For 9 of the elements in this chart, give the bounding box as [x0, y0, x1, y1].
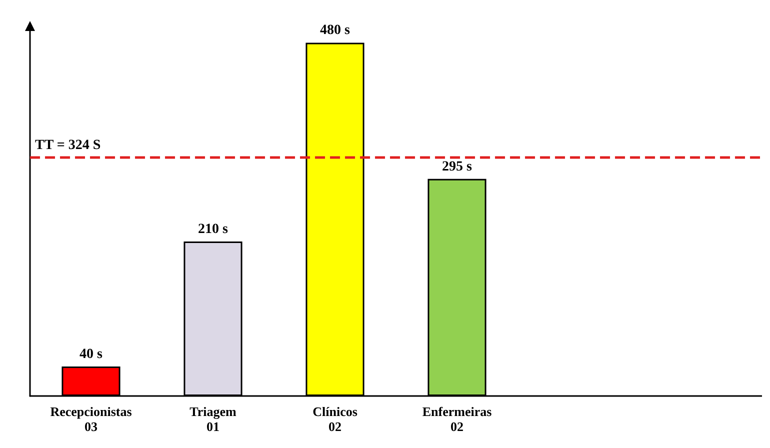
- data-label: 295 s: [442, 159, 473, 174]
- x-tick-label: Triagem 01: [190, 404, 237, 434]
- data-label: 40 s: [80, 347, 104, 362]
- x-tick-label: Enfermeiras 02: [422, 404, 492, 434]
- data-label: 210 s: [198, 222, 229, 237]
- data-label: 480 s: [320, 23, 351, 38]
- ref-line-label: TT = 324 S: [35, 138, 101, 154]
- x-tick-label: Recepcionistas 03: [50, 404, 132, 434]
- x-tick-label: Clínicos 02: [312, 404, 358, 434]
